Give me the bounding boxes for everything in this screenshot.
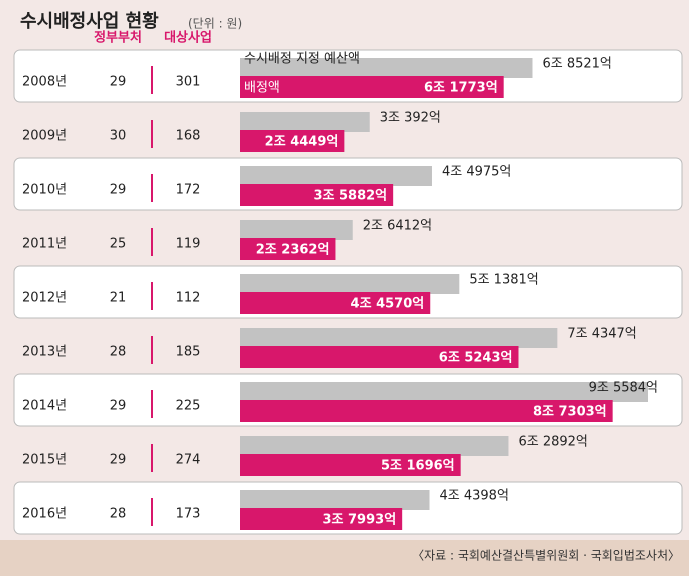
value-label: 6조 2892억 [518,435,587,450]
category-label: 2012년 [22,291,67,306]
value-label: 2조 2362억 [256,243,330,258]
bar [240,166,432,186]
column-header: 대상사업 [164,30,212,46]
value-label: 6조 8521억 [542,57,611,72]
bar [240,454,461,476]
value-label: 8조 7303억 [533,405,607,420]
bar [240,130,345,152]
bar [240,112,370,132]
bar [240,58,533,78]
value-label: 3조 7993억 [322,513,396,528]
bar [240,220,353,240]
bar [240,328,558,348]
category-label: 2013년 [22,345,67,360]
project-count: 168 [176,129,201,144]
category-label: 2008년 [22,75,67,90]
project-count: 112 [176,291,201,306]
ministry-count: 30 [110,129,127,144]
value-label: 4조 4570억 [351,297,425,312]
chart-title: 수시배정사업 현황 [20,11,159,32]
source: 〈자료 : 국회예산결산특별위원회 · 국회입법조사처〉 [412,549,680,563]
project-count: 172 [176,183,201,198]
project-count: 301 [176,75,201,90]
project-count: 274 [176,453,201,468]
value-label: 5조 1381억 [469,273,538,288]
category-label: 2010년 [22,183,67,198]
bar [240,238,336,260]
column-header: 정부부처 [94,30,142,46]
project-count: 173 [176,507,201,522]
value-label: 4조 4975억 [442,165,511,180]
category-label: 2014년 [22,399,67,414]
value-label: 5조 1696억 [381,459,455,474]
value-label: 9조 5584억 [589,381,658,396]
value-label: 2조 6412억 [363,219,432,234]
unit: (단위 : 원) [188,17,242,31]
value-label: 2조 4449억 [265,135,339,150]
project-count: 225 [176,399,201,414]
project-count: 119 [176,237,201,252]
bar [240,346,519,368]
category-label: 2009년 [22,129,67,144]
legend-label: 수시배정 지정 예산액 [244,52,360,67]
bar [240,76,504,98]
category-label: 2015년 [22,453,67,468]
value-label: 6조 5243억 [439,351,513,366]
ministry-count: 29 [110,453,127,468]
project-count: 185 [176,345,201,360]
bar [240,436,509,456]
value-label: 4조 4398억 [440,489,509,504]
ministry-count: 28 [110,507,127,522]
value-label: 6조 1773억 [424,81,498,96]
category-label: 2011년 [22,237,67,252]
bar [240,274,460,294]
bar [240,292,431,314]
category-label: 2016년 [22,507,67,522]
bar [240,400,613,422]
value-label: 3조 5882억 [313,189,387,204]
ministry-count: 28 [110,345,127,360]
ministry-count: 29 [110,399,127,414]
legend-label: 배정액 [244,81,280,96]
bar [240,508,403,530]
footer-band [0,540,689,576]
value-label: 7조 4347억 [567,327,636,342]
value-label: 3조 392억 [380,111,441,126]
bar [240,184,394,206]
ministry-count: 21 [110,291,127,306]
bar [240,490,430,510]
ministry-count: 25 [110,237,127,252]
ministry-count: 29 [110,75,127,90]
ministry-count: 29 [110,183,127,198]
bar [240,382,648,402]
